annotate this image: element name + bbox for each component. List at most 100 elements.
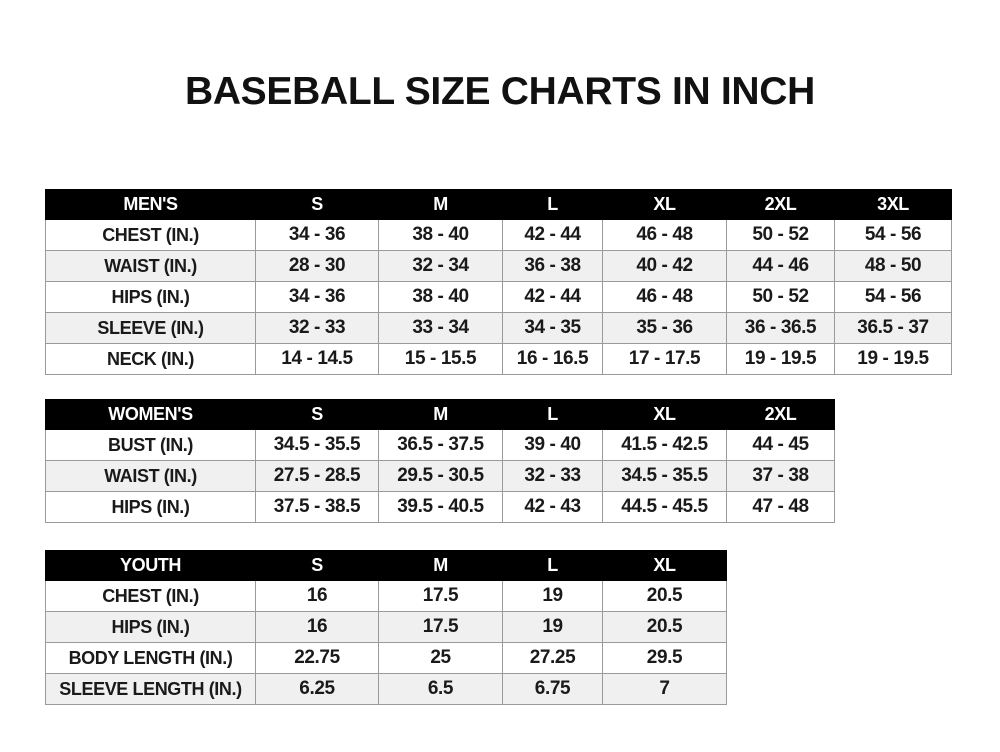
measurement-value: 36.5 - 37.5 [378,429,503,461]
measurement-label: HIPS (IN.) [45,491,256,523]
size-column-header: M [378,399,503,430]
measurement-value: 44.5 - 45.5 [602,491,727,523]
size-column-header: S [255,399,379,430]
measurement-value: 17.5 [378,580,503,612]
measurement-value: 17.5 [378,611,503,643]
measurement-label: SLEEVE LENGTH (IN.) [45,673,256,705]
measurement-value: 34 - 35 [502,312,603,344]
table-row: BUST (IN.) 34.5 - 35.5 36.5 - 37.5 39 - 40 4… [45,429,835,461]
measurement-value: 19 - 19.5 [834,343,952,375]
measurement-value: 29.5 - 30.5 [378,460,503,492]
table-header-row: YOUTH S M L XL [45,550,727,581]
measurement-value: 42 - 44 [502,219,603,251]
table-row: HIPS (IN.) 16 17.5 19 20.5 [45,611,727,643]
measurement-value: 33 - 34 [378,312,503,344]
measurement-value: 50 - 52 [726,219,835,251]
measurement-value: 34 - 36 [255,281,379,313]
measurement-label: BODY LENGTH (IN.) [45,642,256,674]
measurement-value: 29.5 [602,642,727,674]
measurement-value: 37 - 38 [726,460,835,492]
size-column-header: 2XL [726,399,835,430]
youth-size-table: YOUTH S M L XL CHEST (IN.) 16 17.5 19 20.5 HIPS (I… [45,550,727,705]
size-column-header: XL [602,399,727,430]
size-column-header: L [502,399,603,430]
size-column-header: XL [602,189,727,220]
measurement-value: 39 - 40 [502,429,603,461]
measurement-value: 50 - 52 [726,281,835,313]
measurement-value: 15 - 15.5 [378,343,503,375]
measurement-value: 48 - 50 [834,250,952,282]
measurement-label: HIPS (IN.) [45,281,256,313]
measurement-value: 37.5 - 38.5 [255,491,379,523]
measurement-value: 16 [255,580,379,612]
measurement-value: 35 - 36 [602,312,727,344]
size-column-header: L [502,189,603,220]
measurement-value: 20.5 [602,580,727,612]
measurement-value: 36 - 38 [502,250,603,282]
measurement-value: 6.5 [378,673,503,705]
table-row: HIPS (IN.) 34 - 36 38 - 40 42 - 44 46 - 48 50… [45,281,952,313]
measurement-value: 22.75 [255,642,379,674]
measurement-value: 19 - 19.5 [726,343,835,375]
measurement-value: 47 - 48 [726,491,835,523]
page-title: BASEBALL SIZE CHARTS IN INCH [184,70,816,113]
measurement-value: 54 - 56 [834,281,952,313]
measurement-value: 28 - 30 [255,250,379,282]
measurement-value: 34.5 - 35.5 [255,429,379,461]
measurement-value: 42 - 43 [502,491,603,523]
table-row: CHEST (IN.) 16 17.5 19 20.5 [45,580,727,612]
table-category-header: WOMEN'S [45,399,256,430]
womens-size-table: WOMEN'S S M L XL 2XL BUST (IN.) 34.5 - 35.5 36.5… [45,399,835,523]
size-column-header: M [378,189,503,220]
size-column-header: S [255,550,379,581]
measurement-value: 39.5 - 40.5 [378,491,503,523]
measurement-value: 6.75 [502,673,603,705]
measurement-value: 16 [255,611,379,643]
measurement-value: 46 - 48 [602,219,727,251]
measurement-value: 34 - 36 [255,219,379,251]
measurement-value: 36 - 36.5 [726,312,835,344]
measurement-label: CHEST (IN.) [45,580,256,612]
measurement-value: 32 - 33 [502,460,603,492]
measurement-value: 17 - 17.5 [602,343,727,375]
measurement-value: 14 - 14.5 [255,343,379,375]
table-row: NECK (IN.) 14 - 14.5 15 - 15.5 16 - 16.5 17 … [45,343,952,375]
measurement-value: 41.5 - 42.5 [602,429,727,461]
size-column-header: S [255,189,379,220]
size-column-header: XL [602,550,727,581]
measurement-value: 44 - 46 [726,250,835,282]
size-column-header: 3XL [834,189,952,220]
table-row: SLEEVE (IN.) 32 - 33 33 - 34 34 - 35 35 - 36… [45,312,952,344]
measurement-value: 16 - 16.5 [502,343,603,375]
measurement-value: 27.25 [502,642,603,674]
table-category-header: MEN'S [45,189,256,220]
size-column-header: L [502,550,603,581]
measurement-value: 34.5 - 35.5 [602,460,727,492]
measurement-value: 36.5 - 37 [834,312,952,344]
measurement-value: 27.5 - 28.5 [255,460,379,492]
measurement-value: 38 - 40 [378,281,503,313]
table-row: BODY LENGTH (IN.) 22.75 25 27.25 29.5 [45,642,727,674]
measurement-label: BUST (IN.) [45,429,256,461]
measurement-value: 42 - 44 [502,281,603,313]
measurement-value: 32 - 34 [378,250,503,282]
measurement-value: 7 [602,673,727,705]
table-row: HIPS (IN.) 37.5 - 38.5 39.5 - 40.5 42 - 43 4… [45,491,835,523]
measurement-label: WAIST (IN.) [45,250,256,282]
table-header-row: MEN'S S M L XL 2XL 3XL [45,189,952,220]
measurement-label: CHEST (IN.) [45,219,256,251]
table-row: WAIST (IN.) 27.5 - 28.5 29.5 - 30.5 32 - 33… [45,460,835,492]
measurement-value: 54 - 56 [834,219,952,251]
measurement-value: 32 - 33 [255,312,379,344]
measurement-value: 6.25 [255,673,379,705]
mens-size-table: MEN'S S M L XL 2XL 3XL CHEST (IN.) 34 - 36 38 - 4… [45,189,952,375]
table-row: CHEST (IN.) 34 - 36 38 - 40 42 - 44 46 - 48 5… [45,219,952,251]
measurement-label: SLEEVE (IN.) [45,312,256,344]
measurement-value: 40 - 42 [602,250,727,282]
table-category-header: YOUTH [45,550,256,581]
table-header-row: WOMEN'S S M L XL 2XL [45,399,835,430]
measurement-label: NECK (IN.) [45,343,256,375]
size-column-header: M [378,550,503,581]
measurement-value: 20.5 [602,611,727,643]
measurement-value: 44 - 45 [726,429,835,461]
